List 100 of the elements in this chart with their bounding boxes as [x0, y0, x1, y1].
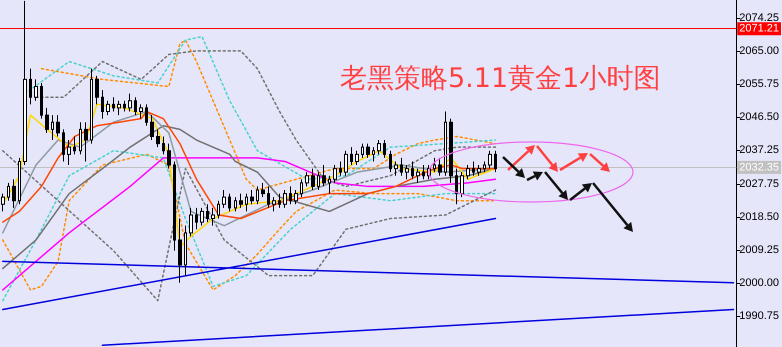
- y-tick-label: 2065.00: [739, 44, 780, 57]
- candlestick: [283, 190, 287, 208]
- candlestick: [67, 140, 71, 166]
- candlestick: [18, 157, 21, 205]
- candlestick: [372, 146, 375, 162]
- candlestick: [145, 104, 148, 126]
- y-tick-label: 2000.00: [739, 276, 780, 289]
- candlestick: [117, 100, 121, 116]
- candlestick: [106, 100, 110, 116]
- y-tick-label: 2055.75: [739, 78, 780, 90]
- candlestick: [444, 111, 447, 176]
- candlestick: [328, 175, 331, 194]
- candlestick: [217, 200, 220, 220]
- candlestick: [222, 190, 226, 208]
- candlestick: [23, 0, 27, 166]
- candlestick: [211, 207, 215, 226]
- candlestick: [228, 193, 231, 212]
- candlestick: [322, 164, 326, 187]
- candlestick: [184, 225, 187, 276]
- candlestick: [150, 114, 154, 141]
- candlestick: [62, 128, 65, 162]
- candlestick: [366, 143, 370, 158]
- candlestick: [483, 160, 486, 173]
- candlestick: [134, 96, 137, 116]
- candlestick: [84, 122, 88, 162]
- ref-line-label: 2071.21: [739, 22, 780, 35]
- candlestick: [389, 150, 392, 173]
- candlestick: [317, 172, 320, 191]
- candlestick: [200, 207, 204, 226]
- candlestick: [355, 150, 359, 166]
- candlestick: [278, 193, 281, 208]
- candlestick: [400, 157, 403, 176]
- candlestick: [311, 168, 315, 191]
- candlestick: [405, 164, 409, 180]
- candlestick: [377, 140, 381, 155]
- candlestick: [250, 190, 254, 205]
- candlestick: [178, 218, 182, 284]
- candlestick: [433, 157, 436, 173]
- candlestick: [95, 75, 99, 105]
- candlestick: [123, 100, 126, 112]
- candlestick: [438, 157, 442, 176]
- candlestick: [7, 182, 10, 202]
- y-tick-label: 2074.25: [739, 12, 780, 24]
- candlestick: [34, 78, 38, 102]
- candlestick: [472, 160, 475, 176]
- candlestick: [494, 150, 497, 173]
- candlestick: [195, 207, 198, 230]
- candlestick: [383, 140, 386, 158]
- candlestick: [466, 164, 470, 180]
- candlestick: [455, 168, 458, 205]
- candlestick: [422, 164, 425, 180]
- candlestick: [361, 143, 364, 158]
- candlestick: [488, 150, 492, 170]
- candlestick: [239, 193, 243, 208]
- candlestick: [73, 136, 76, 155]
- candlestick: [294, 190, 298, 205]
- candlestick: [101, 90, 104, 120]
- candlestick: [40, 82, 43, 120]
- candlestick: [394, 160, 398, 176]
- candlestick: [51, 114, 54, 141]
- ref-line-label: 2032.35: [739, 161, 780, 174]
- y-tick-label: 1990.75: [739, 310, 780, 322]
- candlestick: [300, 178, 303, 198]
- candlestick: [305, 172, 309, 187]
- candlestick: [79, 122, 82, 155]
- candlestick: [460, 172, 464, 198]
- candlestick: [416, 168, 420, 184]
- candlestick: [245, 193, 248, 212]
- candlestick: [333, 164, 337, 184]
- y-tick-label: 2009.25: [739, 244, 780, 256]
- candlestick: [272, 196, 276, 212]
- candlestick: [477, 164, 481, 176]
- y-tick-label: 2037.25: [739, 144, 780, 156]
- candlestick: [411, 160, 414, 180]
- candlestick: [289, 186, 292, 205]
- candlestick: [29, 68, 32, 105]
- candlestick: [206, 204, 209, 223]
- y-tick-label: 2018.50: [739, 210, 780, 223]
- candlestick: [256, 186, 259, 205]
- candlestick: [344, 150, 348, 176]
- candlestick: [128, 93, 132, 112]
- candlestick: [56, 114, 60, 137]
- candlestick: [156, 128, 160, 148]
- candlestick: [449, 118, 453, 184]
- candlestick: [45, 107, 49, 134]
- candlestick: [139, 104, 143, 120]
- candlestick: [261, 182, 265, 198]
- candlestick: [189, 207, 193, 237]
- candlestick: [350, 146, 353, 166]
- candlestick: [162, 136, 165, 155]
- y-tick-label: 2046.50: [739, 110, 780, 123]
- candlestick: [339, 160, 342, 176]
- candlestick: [1, 193, 5, 212]
- text: 老黑策略5.11黄金1小时图: [340, 63, 660, 94]
- candlestick: [167, 143, 171, 170]
- candlestick: [173, 160, 176, 252]
- y-tick-label: 2027.75: [739, 178, 780, 190]
- candlestick: [12, 178, 16, 208]
- candlestick: [267, 186, 270, 208]
- candlestick: [90, 68, 93, 144]
